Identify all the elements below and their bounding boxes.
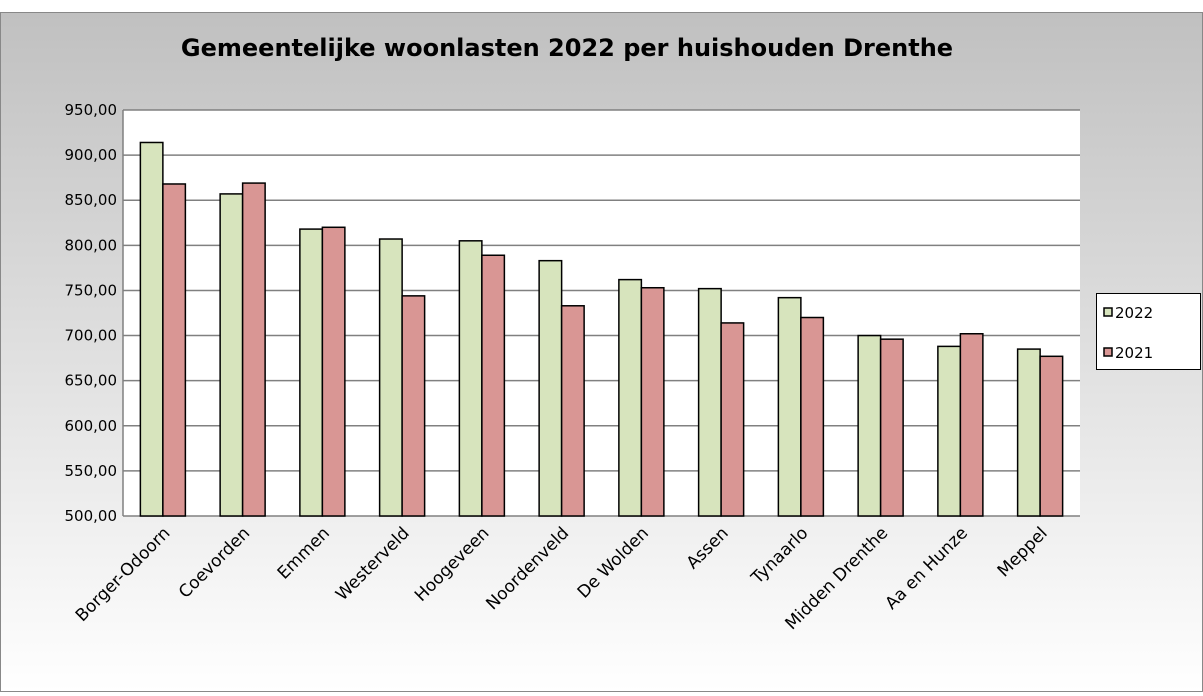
y-tick-label: 750,00 bbox=[65, 281, 118, 299]
bar bbox=[640, 286, 665, 517]
bar bbox=[481, 254, 506, 517]
bar bbox=[697, 287, 722, 517]
bar bbox=[321, 226, 346, 517]
y-tick-label: 600,00 bbox=[65, 417, 118, 435]
legend-label: 2021 bbox=[1115, 344, 1153, 362]
bar bbox=[378, 238, 403, 517]
legend-swatch bbox=[1103, 347, 1113, 357]
y-tick-label: 800,00 bbox=[65, 236, 118, 254]
y-tick-label: 550,00 bbox=[65, 462, 118, 480]
bar bbox=[1039, 355, 1064, 517]
bar bbox=[139, 141, 164, 517]
bar bbox=[879, 338, 904, 517]
legend-swatch bbox=[1103, 307, 1113, 317]
bar bbox=[800, 316, 825, 517]
bar bbox=[777, 296, 802, 517]
y-tick-label: 900,00 bbox=[65, 146, 118, 164]
bar bbox=[241, 182, 266, 517]
bar bbox=[538, 259, 563, 517]
bar bbox=[618, 278, 643, 517]
bar bbox=[857, 334, 882, 517]
bar bbox=[937, 345, 962, 517]
bar bbox=[299, 228, 324, 517]
y-tick-label: 700,00 bbox=[65, 327, 118, 345]
bar bbox=[458, 240, 483, 517]
bar bbox=[1016, 348, 1041, 517]
chart-title: Gemeentelijke woonlasten 2022 per huisho… bbox=[181, 34, 953, 62]
legend bbox=[1096, 293, 1201, 370]
y-tick-label: 500,00 bbox=[65, 507, 118, 525]
bar bbox=[401, 295, 426, 517]
legend-label: 2022 bbox=[1115, 304, 1153, 322]
plot-area bbox=[123, 110, 1080, 516]
y-tick-label: 650,00 bbox=[65, 372, 118, 390]
bar bbox=[959, 333, 984, 517]
bar bbox=[720, 322, 745, 517]
y-tick-label: 950,00 bbox=[65, 101, 118, 119]
bar bbox=[219, 193, 244, 517]
bar bbox=[560, 305, 585, 517]
bar bbox=[162, 183, 187, 517]
y-tick-label: 850,00 bbox=[65, 191, 118, 209]
